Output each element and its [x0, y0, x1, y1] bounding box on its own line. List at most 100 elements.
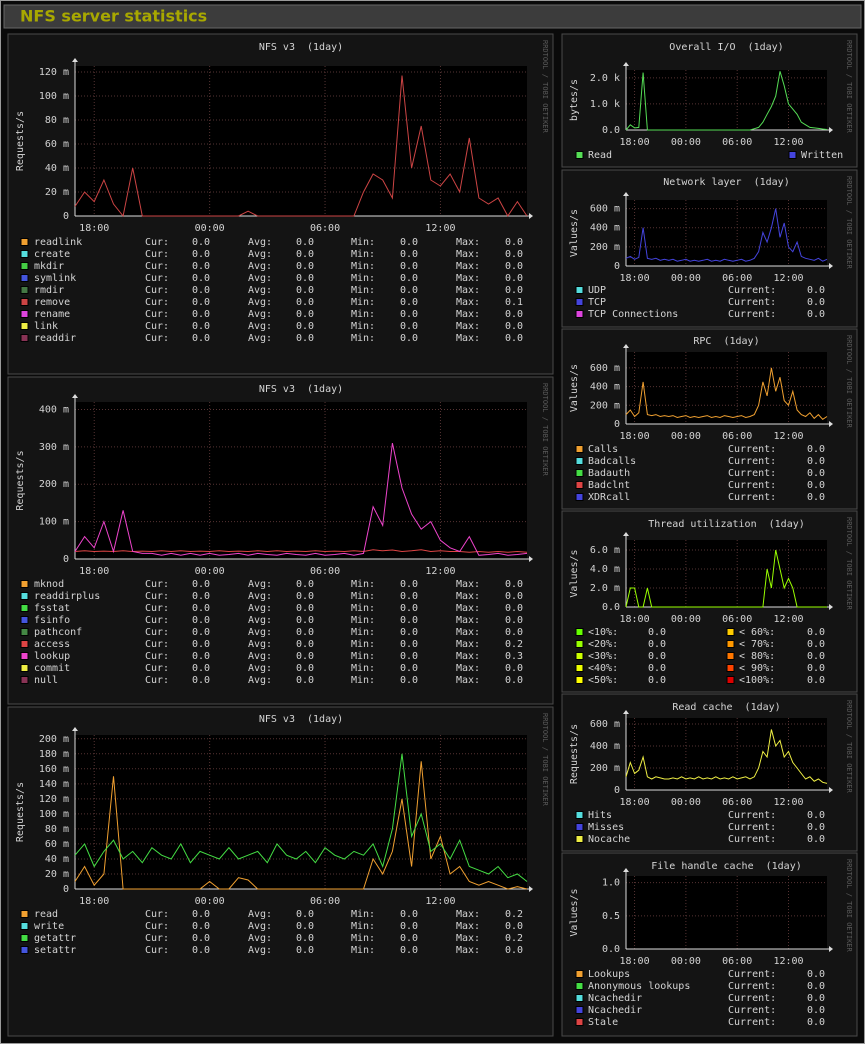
legend-label: readdirplus: [34, 591, 100, 602]
legend-stat-label: Min:: [351, 333, 375, 344]
axis-arrow: [623, 868, 629, 872]
x-tick-label: 18:00: [619, 956, 649, 967]
chart-title: File handle cache (1day): [651, 861, 802, 872]
legend-label: XDRcall: [588, 492, 630, 503]
watermark: RRDTOOL / TOBI OETIKER: [845, 700, 853, 794]
legend-label: <50%:: [588, 675, 618, 686]
legend-stat-value: 0.0: [296, 921, 314, 932]
legend-stat-label: Cur:: [145, 261, 169, 272]
x-tick-label: 18:00: [79, 566, 109, 577]
series-line: [74, 442, 528, 556]
legend-stat-label: Cur:: [145, 921, 169, 932]
legend-stat-label: Cur:: [145, 639, 169, 650]
legend-label: access: [34, 639, 70, 650]
axis-arrow: [623, 62, 629, 66]
series-line: [74, 549, 528, 553]
legend-stat-value: 0.0: [505, 591, 523, 602]
legend-stat-value: 0.0: [296, 627, 314, 638]
legend-stat-value: 0.0: [192, 309, 210, 320]
legend-swatch: [575, 493, 584, 501]
legend-stat-value: 0.0: [807, 834, 825, 845]
legend-stat-value: 0.0: [400, 909, 418, 920]
y-tick-label: 200 m: [39, 479, 69, 490]
legend-stat-value: 0.0: [505, 663, 523, 674]
legend-label: TCP Connections: [588, 309, 678, 320]
legend-stat-label: Current:: [728, 1017, 776, 1028]
legend-stat-value: 0.0: [192, 297, 210, 308]
legend-stat-value: 0.0: [807, 1017, 825, 1028]
legend-stat-value: 0.0: [296, 297, 314, 308]
x-tick-label: 12:00: [773, 956, 803, 967]
legend-stat-label: Cur:: [145, 627, 169, 638]
legend-stat-value: 0.0: [807, 810, 825, 821]
legend-stat-label: Current:: [728, 993, 776, 1004]
y-tick-label: 60 m: [45, 139, 69, 150]
x-tick-label: 06:00: [722, 431, 752, 442]
legend-stat-label: Cur:: [145, 297, 169, 308]
y-tick-label: 120 m: [39, 67, 69, 78]
legend-stat-value: 0.0: [296, 909, 314, 920]
legend-stat-label: Max:: [456, 627, 480, 638]
legend-stat-label: Cur:: [145, 603, 169, 614]
legend-stat-value: 0.0: [807, 444, 825, 455]
legend-stat-label: Min:: [351, 945, 375, 956]
legend-label: rename: [34, 309, 70, 320]
legend-stat-label: Cur:: [145, 321, 169, 332]
legend-stat-value: 0.0: [192, 639, 210, 650]
legend-stat-value: 0.0: [807, 1005, 825, 1016]
legend-stat-value: 0.0: [807, 297, 825, 308]
legend-stat-label: Current:: [728, 285, 776, 296]
legend-stat-label: Current:: [728, 834, 776, 845]
x-tick-label: 00:00: [671, 137, 701, 148]
plot-area: [626, 352, 827, 424]
legend-label: TCP: [588, 297, 606, 308]
legend-stat-value: 0.0: [296, 933, 314, 944]
legend-label: null: [34, 675, 58, 686]
legend-stat-label: Avg:: [248, 675, 272, 686]
legend-stat-value: 0.0: [400, 309, 418, 320]
y-tick-label: 100 m: [39, 91, 69, 102]
plot-area: [626, 200, 827, 266]
legend-stat-label: Avg:: [248, 249, 272, 260]
y-axis-label: Requests/s: [569, 724, 580, 784]
legend-swatch: [575, 982, 584, 990]
legend-label: < 90%:: [739, 663, 775, 674]
legend-swatch: [726, 628, 735, 636]
legend-stat-label: Avg:: [248, 321, 272, 332]
x-tick-label: 00:00: [195, 223, 225, 234]
legend-stat-label: Min:: [351, 285, 375, 296]
legend-stat-value: 0.0: [400, 273, 418, 284]
legend-label: <10%:: [588, 627, 618, 638]
legend-stat-value: 0.0: [192, 627, 210, 638]
legend-stat-value: 0.0: [296, 273, 314, 284]
legend-stat-label: Avg:: [248, 237, 272, 248]
legend-stat-label: Min:: [351, 651, 375, 662]
axis-arrow: [829, 946, 833, 952]
legend-stat-value: 0.2: [505, 933, 523, 944]
legend-stat-label: Avg:: [248, 579, 272, 590]
legend-stat-label: Cur:: [145, 933, 169, 944]
y-tick-label: 400 m: [590, 223, 620, 234]
series-line: [625, 729, 828, 784]
plot-area: [75, 66, 527, 216]
x-tick-label: 18:00: [619, 797, 649, 808]
y-tick-label: 0: [63, 554, 69, 565]
legend-stat-label: Current:: [728, 822, 776, 833]
legend-label: setattr: [34, 945, 76, 956]
legend-label: <30%:: [588, 651, 618, 662]
legend-label: write: [34, 921, 64, 932]
legend-stat-value: 0.0: [296, 675, 314, 686]
watermark: RRDTOOL / TOBI OETIKER: [845, 40, 853, 134]
legend-stat-label: Max:: [456, 249, 480, 260]
legend-stat-value: 0.0: [807, 627, 825, 638]
legend-swatch: [726, 664, 735, 672]
y-tick-label: 200 m: [590, 400, 620, 411]
y-tick-label: 100 m: [39, 517, 69, 528]
y-tick-label: 0.0: [602, 944, 620, 955]
legend-stat-label: Avg:: [248, 309, 272, 320]
legend-stat-value: 0.0: [505, 321, 523, 332]
legend-stat-label: Min:: [351, 921, 375, 932]
legend-stat-value: 0.0: [807, 492, 825, 503]
y-tick-label: 200 m: [590, 242, 620, 253]
legend-stat-value: 0.0: [400, 285, 418, 296]
